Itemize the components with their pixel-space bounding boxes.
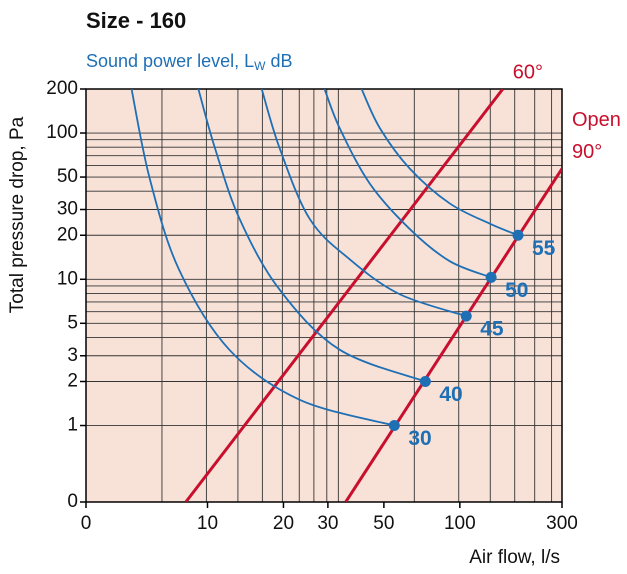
curve-end-point	[460, 310, 472, 322]
x-tick-label: 30	[317, 513, 338, 534]
x-tick-label: 20	[273, 513, 294, 534]
y-tick-label: 200	[46, 78, 78, 99]
y-tick-label: 100	[46, 122, 78, 143]
curve-end-point	[388, 420, 400, 432]
x-axis-label: Air flow, l/s	[469, 547, 560, 568]
subtitle-unit: dB	[270, 51, 292, 71]
x-tick-label: 300	[546, 513, 578, 534]
y-tick-label: 20	[57, 224, 78, 245]
y-tick-label: 3	[67, 345, 78, 366]
x-tick-label: 10	[197, 513, 218, 534]
y-tick-label: 10	[57, 268, 78, 289]
subtitle-subscript: W	[254, 59, 266, 73]
line-label: 60°	[513, 61, 543, 83]
curve-end-point	[419, 376, 431, 388]
y-tick-label: 2	[67, 371, 78, 392]
plot-frame	[85, 88, 563, 503]
x-tick-label: 0	[81, 513, 92, 534]
y-tick-label: 30	[57, 199, 78, 220]
curve-label: 30	[408, 427, 431, 450]
y-tick-label: 50	[57, 166, 78, 187]
curve-label: 40	[439, 383, 462, 406]
sound-level-curve	[323, 89, 492, 279]
curve-label: 50	[505, 279, 528, 302]
damper-line	[344, 167, 562, 502]
y-tick-label: 1	[67, 415, 78, 436]
sound-level-curve	[130, 89, 395, 427]
y-axis-label: Total pressure drop, Pa	[7, 116, 28, 313]
subtitle-text: Sound power level, L	[86, 51, 254, 71]
curve-label: 45	[480, 318, 504, 341]
sound-level-curve	[197, 89, 426, 383]
x-tick-label: 100	[444, 513, 476, 534]
curve-end-point	[512, 229, 524, 241]
chart-title: Size - 160	[86, 8, 186, 33]
sound-level-curve	[360, 89, 519, 237]
y-tick-label: 5	[67, 312, 78, 333]
damper-line	[184, 89, 504, 502]
y-tick-label: 0	[67, 491, 78, 512]
curve-label: 55	[532, 237, 556, 260]
curve-end-point	[485, 271, 497, 283]
line-label: 90°	[572, 141, 602, 163]
plot-background	[86, 89, 562, 502]
sound-level-curve	[260, 89, 467, 317]
plot-area	[130, 89, 562, 502]
line-label: Open	[572, 109, 621, 131]
chart-subtitle: Sound power level, LW dB	[86, 51, 292, 73]
x-tick-label: 50	[373, 513, 394, 534]
